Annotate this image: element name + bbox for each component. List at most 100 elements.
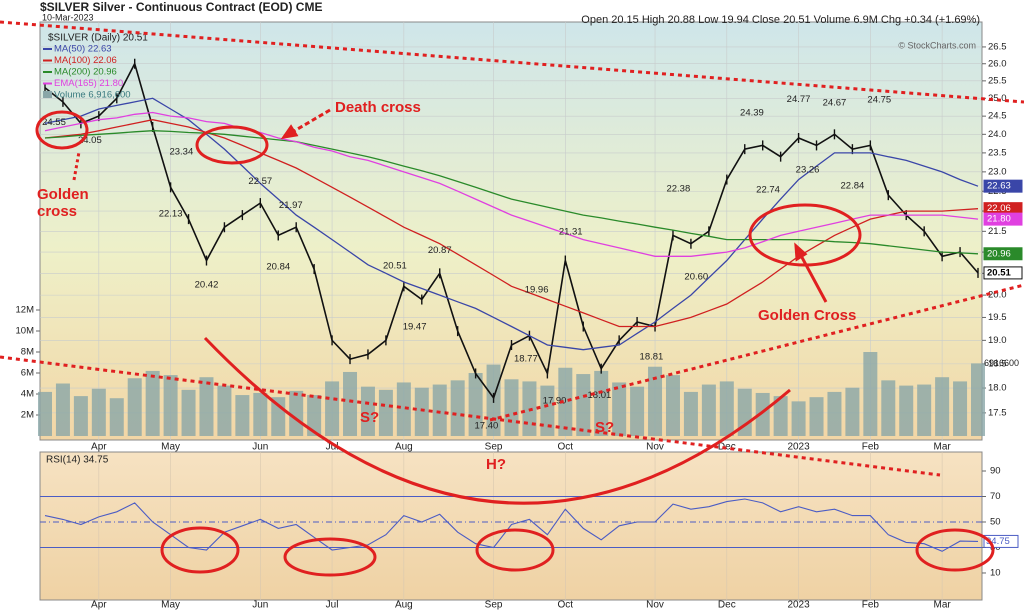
price-label: 20.60 xyxy=(684,272,708,283)
ma-line xyxy=(44,130,979,255)
volume-bar xyxy=(594,370,609,437)
volume-bar xyxy=(683,391,698,437)
y-tick-label: 24.5 xyxy=(988,111,1007,122)
rsi-line xyxy=(44,498,979,552)
legend-entry: EMA(165) 21.80 xyxy=(54,78,123,89)
rsi-title: RSI(14) 34.75 xyxy=(46,455,109,466)
circle xyxy=(283,537,377,577)
annotation: Golden cross xyxy=(37,186,89,220)
volume-bar xyxy=(809,397,824,437)
end-label: 22.06 xyxy=(987,203,1011,214)
x-tick-label: Apr xyxy=(91,442,107,453)
x-tick-label: 2023 xyxy=(787,600,810,611)
end-label-box xyxy=(983,247,1023,261)
end-label: 20.96 xyxy=(987,248,1011,259)
annotation: S? xyxy=(595,419,614,436)
y-tick-label: 19.0 xyxy=(988,335,1007,346)
y-tick-label: 23.0 xyxy=(988,166,1007,177)
x-tick-label: Sep xyxy=(485,600,503,611)
annotation: H? xyxy=(486,456,506,473)
y-tick-label: 25.0 xyxy=(988,93,1007,104)
volume-bar xyxy=(899,385,914,437)
volume-bar xyxy=(665,375,680,437)
circle xyxy=(195,125,269,165)
y-tick-label: 70 xyxy=(990,491,1001,502)
price-label: 24.77 xyxy=(787,94,811,105)
x-tick-label: Mar xyxy=(933,600,951,611)
legend-swatch xyxy=(43,91,52,98)
y-tick-label: 23.5 xyxy=(988,147,1007,158)
ma-line xyxy=(44,111,979,257)
price-label: 20.84 xyxy=(266,261,290,272)
price-label: 19.47 xyxy=(403,321,427,332)
date: 10-Mar-2023 xyxy=(42,12,94,22)
price-label: 24.39 xyxy=(740,108,764,119)
price-label: 22.84 xyxy=(841,181,865,192)
overlay xyxy=(0,20,1024,577)
volume-bar xyxy=(917,384,932,437)
volume-bar xyxy=(145,370,160,437)
volume-bar xyxy=(325,381,340,437)
legend-entry: Volume 6,916,600 xyxy=(54,90,131,101)
y-tick-label: 21.5 xyxy=(988,226,1007,237)
arrowhead xyxy=(794,242,808,262)
volume-bar xyxy=(91,388,106,437)
chart-title: $SILVER Silver - Continuous Contract (EO… xyxy=(40,0,322,14)
y-tick-label: 24.0 xyxy=(988,129,1007,140)
y-tick-label: 18.5 xyxy=(988,358,1007,369)
volume-bar xyxy=(253,392,268,437)
volume-bar xyxy=(343,371,358,437)
price-label: 24.55 xyxy=(42,117,66,128)
volume-bar xyxy=(953,381,968,437)
price-label: 19.96 xyxy=(525,284,549,295)
legend-entry: MA(100) 22.06 xyxy=(54,55,117,66)
volume-bar xyxy=(540,385,555,437)
volume-bar xyxy=(307,395,322,437)
volume-bar xyxy=(630,386,645,437)
end-label-box xyxy=(983,212,1023,226)
y-tick-label: 25.5 xyxy=(988,75,1007,86)
volume-bar xyxy=(881,380,896,437)
volume-bar xyxy=(235,395,250,437)
price-label: 21.31 xyxy=(559,227,583,238)
volume-bar xyxy=(360,386,375,437)
end-label: 20.51 xyxy=(987,267,1011,278)
volume-bar xyxy=(755,392,770,437)
volume-bar xyxy=(109,398,124,437)
y-tick-label: 19.5 xyxy=(988,312,1007,323)
price-label: 22.74 xyxy=(756,184,780,195)
volume-bar xyxy=(701,384,716,437)
y-tick-label: 20.0 xyxy=(988,290,1007,301)
volume-bar xyxy=(414,387,429,437)
x-tick-label: Jul xyxy=(326,442,339,453)
arc xyxy=(203,336,791,505)
price-label: 18.77 xyxy=(514,354,538,365)
volume-bar xyxy=(199,377,214,437)
volume-bar xyxy=(719,381,734,437)
volume-bar xyxy=(791,401,806,437)
arrowhead xyxy=(280,124,299,140)
price-label: 20.42 xyxy=(195,279,219,290)
price-panel xyxy=(39,21,983,441)
x-tick-label: May xyxy=(161,600,180,611)
x-tick-label: 2023 xyxy=(787,442,810,453)
ma-line xyxy=(44,97,979,351)
y-tick-label: 90 xyxy=(990,466,1001,477)
volume-bar xyxy=(378,389,393,437)
volume-bar xyxy=(432,384,447,437)
y-tick-label: 17.5 xyxy=(988,407,1007,418)
volume-bar xyxy=(73,396,88,437)
price-label: 20.87 xyxy=(428,245,452,256)
arrow xyxy=(796,249,828,303)
x-tick-label: Feb xyxy=(862,600,880,611)
volume-bar xyxy=(181,389,196,437)
volume-bar xyxy=(558,367,573,437)
volume-bar xyxy=(827,391,842,437)
x-tick-label: Mar xyxy=(933,442,951,453)
volume-bar xyxy=(773,396,788,437)
trend-line xyxy=(0,355,941,477)
volume-bar xyxy=(468,373,483,437)
price-label: 18.81 xyxy=(640,352,664,363)
price-label: 18.01 xyxy=(588,390,612,401)
y-tick-label: 4M xyxy=(21,389,34,400)
